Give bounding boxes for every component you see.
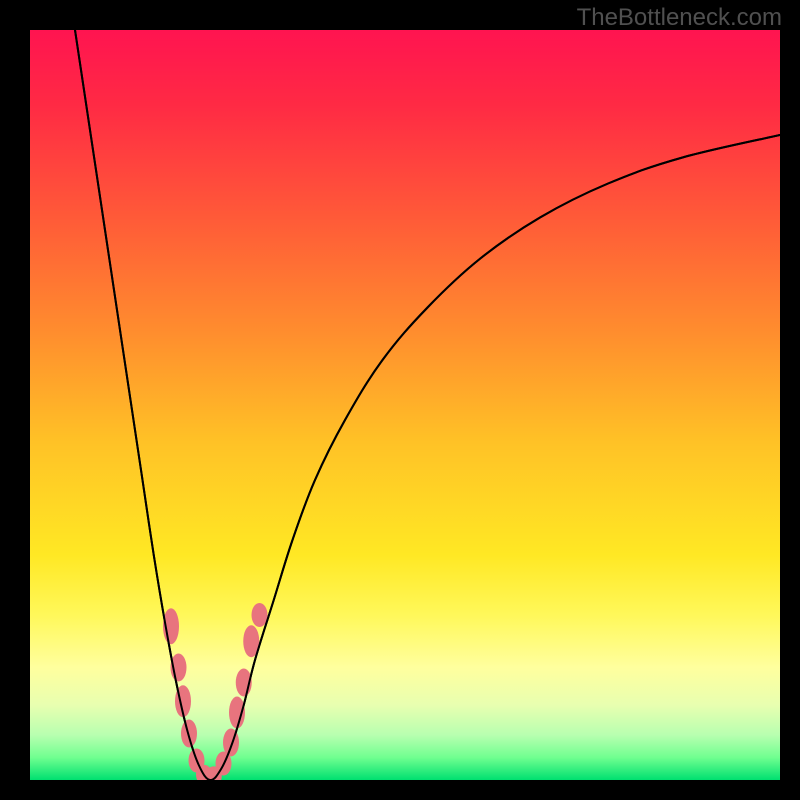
chart-svg bbox=[30, 30, 780, 780]
watermark-text: TheBottleneck.com bbox=[577, 4, 782, 32]
curve-marker bbox=[252, 603, 268, 627]
gradient-background bbox=[30, 30, 780, 780]
chart-plot-area bbox=[30, 30, 780, 780]
